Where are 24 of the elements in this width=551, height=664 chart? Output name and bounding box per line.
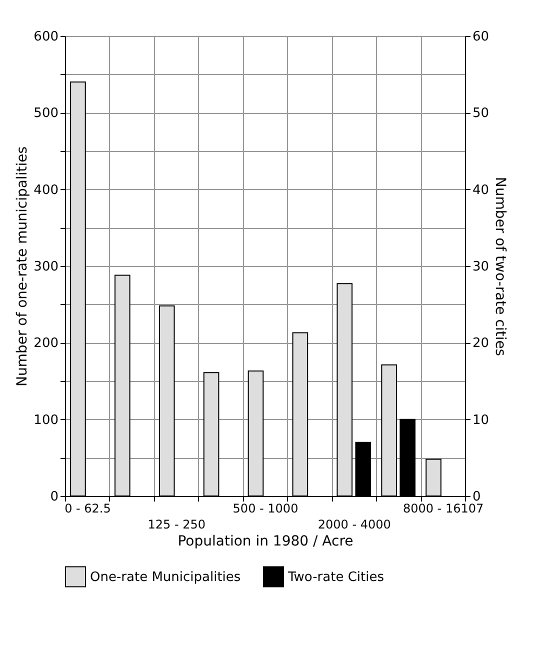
legend-label: One-rate Municipalities xyxy=(90,570,241,585)
y2-tick-label: 30 xyxy=(472,260,490,274)
legend-label: Two-rate Cities xyxy=(287,570,384,585)
y-tick-label: 300 xyxy=(34,260,58,274)
y2-axis-title: Number of two-rate cities xyxy=(492,176,508,356)
y2-tick-label: 50 xyxy=(472,106,490,122)
x-tick-label: 8000 - 16107 xyxy=(402,502,484,516)
y-tick-label: 100 xyxy=(34,412,58,428)
x-tick-label: 2000 - 4000 xyxy=(318,518,391,532)
y-tick-label: 200 xyxy=(34,336,58,352)
x-tick-label: 125 - 250 xyxy=(148,518,206,532)
y2-tick-label: 60 xyxy=(472,30,490,44)
y-axis-title: Number of one-rate municipalities xyxy=(14,146,31,387)
x-axis-title: Population in 1980 / Acre xyxy=(178,534,354,550)
x-tick-label: 500 - 1000 xyxy=(232,502,298,516)
y2-tick-label: 20 xyxy=(472,336,490,352)
x-tick-label: 0 - 62.5 xyxy=(64,502,111,516)
y2-tick-label: 40 xyxy=(472,182,490,198)
y2-tick-label: 10 xyxy=(472,412,490,428)
y-tick-label: 600 xyxy=(34,30,58,44)
y-tick-label: 0 xyxy=(50,490,58,504)
y-tick-label: 400 xyxy=(34,182,58,198)
y-tick-label: 500 xyxy=(34,106,58,122)
y2-tick-label: 0 xyxy=(472,490,481,504)
